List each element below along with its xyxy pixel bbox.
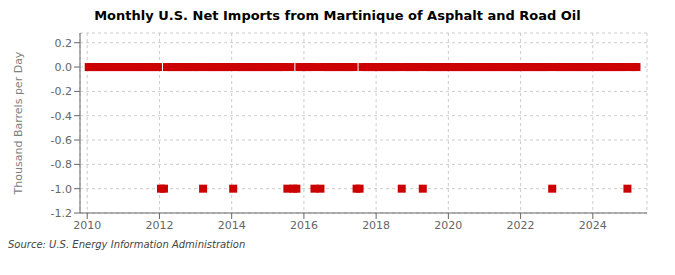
svg-text:2024: 2024 [579,219,607,232]
svg-text:2020: 2020 [434,219,462,232]
html-text:Monthly U.S. Net Imports from: Monthly U.S. Net Imports from Martinique… [94,8,581,23]
svg-text:-0.2: -0.2 [51,85,72,98]
svg-text:2016: 2016 [290,219,318,232]
svg-text:0.0: 0.0 [55,61,73,74]
svg-text:-0.8: -0.8 [51,158,72,171]
svg-text:-1.0: -1.0 [51,183,72,196]
svg-text:2018: 2018 [362,219,390,232]
svg-text:-1.2: -1.2 [51,207,72,220]
svg-text:Thousand Barrels per Day: Thousand Barrels per Day [12,51,25,195]
svg-text:2022: 2022 [507,219,535,232]
svg-text:0.2: 0.2 [55,37,73,50]
svg-text:-0.6: -0.6 [51,134,72,147]
html-text:Source: U.S. Energy Informatio: Source: U.S. Energy Information Administ… [8,239,246,250]
svg-text:2010: 2010 [73,219,101,232]
svg-text:2012: 2012 [145,219,173,232]
svg-text:-0.4: -0.4 [51,110,72,123]
svg-text:2014: 2014 [218,219,246,232]
